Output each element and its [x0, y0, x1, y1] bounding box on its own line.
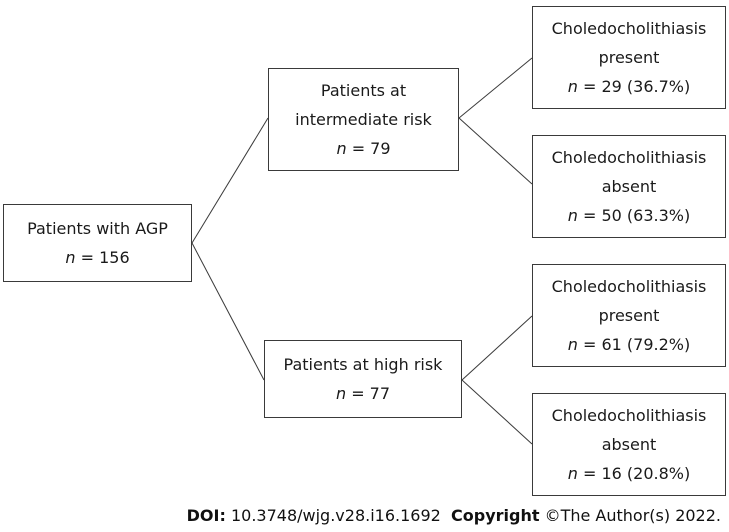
- connector-root-intermediate: [191, 117, 269, 244]
- outcome-count: n = 16 (20.8%): [567, 464, 691, 483]
- copyright-label: Copyright: [451, 506, 540, 525]
- citation-footer: DOI: 10.3748/wjg.v28.i16.1692 Copyright …: [0, 506, 729, 525]
- intermediate-label-line2: intermediate risk: [295, 110, 432, 129]
- outcome-high-absent: Choledocholithiasis absent n = 16 (20.8%…: [532, 393, 726, 496]
- outcome-line2: present: [598, 48, 660, 67]
- root-node: Patients with AGP n = 156: [3, 204, 192, 282]
- connector-root-high: [191, 242, 265, 381]
- intermediate-risk-node: Patients at intermediate risk n = 79: [268, 68, 459, 171]
- outcome-count: n = 61 (79.2%): [567, 335, 691, 354]
- doi-value: 10.3748/wjg.v28.i16.1692: [230, 506, 441, 525]
- intermediate-label-line1: Patients at: [320, 81, 407, 100]
- high-label: Patients at high risk: [283, 355, 443, 374]
- intermediate-count: n = 79: [336, 139, 391, 158]
- outcome-count: n = 50 (63.3%): [567, 206, 691, 225]
- outcome-line1: Choledocholithiasis: [551, 277, 707, 296]
- doi-label: DOI:: [186, 506, 226, 525]
- connector-intermediate-present: [458, 57, 533, 119]
- high-risk-node: Patients at high risk n = 77: [264, 340, 462, 418]
- outcome-intermediate-present: Choledocholithiasis present n = 29 (36.7…: [532, 6, 726, 109]
- outcome-line1: Choledocholithiasis: [551, 406, 707, 425]
- connector-high-absent: [461, 379, 533, 445]
- outcome-count: n = 29 (36.7%): [567, 77, 691, 96]
- outcome-high-present: Choledocholithiasis present n = 61 (79.2…: [532, 264, 726, 367]
- copyright-value: ©The Author(s) 2022.: [544, 506, 721, 525]
- outcome-line2: absent: [601, 435, 657, 454]
- connector-high-present: [461, 315, 533, 381]
- root-count: n = 156: [65, 248, 130, 267]
- outcome-line1: Choledocholithiasis: [551, 148, 707, 167]
- root-label: Patients with AGP: [27, 219, 168, 238]
- outcome-intermediate-absent: Choledocholithiasis absent n = 50 (63.3%…: [532, 135, 726, 238]
- outcome-line2: present: [598, 306, 660, 325]
- connector-intermediate-absent: [458, 117, 533, 185]
- outcome-line1: Choledocholithiasis: [551, 19, 707, 38]
- high-count: n = 77: [335, 384, 391, 403]
- outcome-line2: absent: [601, 177, 657, 196]
